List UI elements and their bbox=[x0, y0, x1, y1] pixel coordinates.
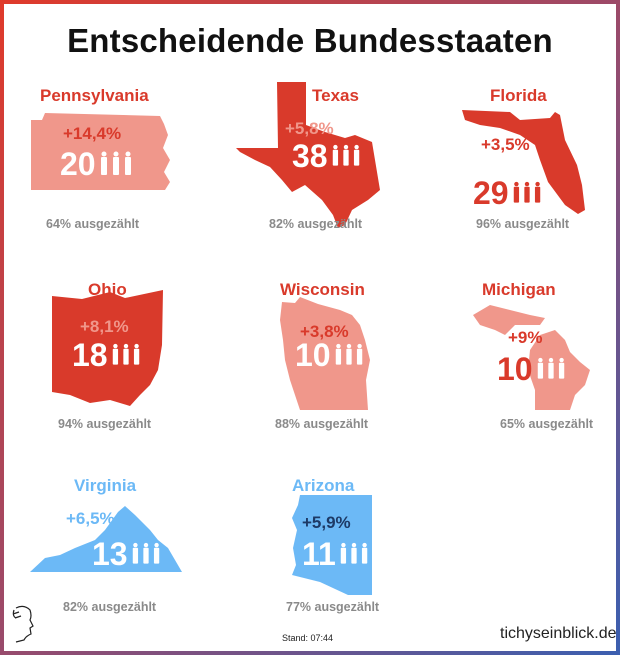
change-texas: +5,8% bbox=[285, 119, 334, 138]
change-pennsylvania: +14,4% bbox=[63, 124, 122, 143]
timestamp: Stand: 07:44 bbox=[282, 633, 334, 643]
electors-texas: 38 bbox=[292, 138, 361, 175]
page-title: Entscheidende Bundesstaaten bbox=[67, 22, 553, 59]
texas-shape bbox=[236, 82, 380, 228]
change-wisconsin: +3,8% bbox=[300, 322, 349, 341]
michigan-shape bbox=[473, 305, 545, 335]
counted-virginia: 82% ausgezählt bbox=[63, 600, 157, 614]
electors-value: 11 bbox=[302, 536, 336, 572]
electors-value: 20 bbox=[60, 146, 96, 182]
pennsylvania-shape bbox=[31, 113, 170, 190]
electors-wisconsin: 10 bbox=[295, 337, 364, 374]
electors-value: 29 bbox=[473, 175, 509, 211]
change-ohio: +8,1% bbox=[80, 317, 129, 336]
arizona-shape bbox=[292, 495, 372, 595]
counted-ohio: 94% ausgezählt bbox=[58, 417, 152, 431]
electors-pennsylvania: 20 bbox=[60, 146, 133, 183]
change-florida: +3,5% bbox=[481, 135, 530, 154]
electors-ohio: 18 bbox=[72, 337, 141, 374]
counted-florida: 96% ausgezählt bbox=[476, 217, 570, 231]
change-virginia: +6,5% bbox=[66, 509, 115, 528]
counted-texas: 82% ausgezählt bbox=[269, 217, 363, 231]
electors-michigan: 10 bbox=[497, 351, 566, 388]
state-name-wisconsin: Wisconsin bbox=[280, 280, 365, 299]
three-people-icon bbox=[131, 536, 161, 573]
brand-url[interactable]: tichyseinblick.de bbox=[500, 625, 617, 642]
counted-michigan: 65% ausgezählt bbox=[500, 417, 594, 431]
change-michigan: +9% bbox=[508, 328, 543, 347]
electors-value: 18 bbox=[72, 337, 108, 373]
three-people-icon bbox=[111, 337, 141, 374]
three-people-icon bbox=[512, 175, 542, 212]
state-name-ohio: Ohio bbox=[88, 280, 127, 299]
three-people-icon bbox=[536, 351, 566, 388]
change-arizona: +5,9% bbox=[302, 513, 351, 532]
electors-value: 13 bbox=[92, 536, 128, 572]
electors-value: 10 bbox=[295, 337, 331, 373]
wisconsin-shape bbox=[280, 297, 370, 410]
state-name-virginia: Virginia bbox=[74, 476, 137, 495]
florida-shape bbox=[462, 110, 585, 214]
electors-virginia: 13 bbox=[92, 536, 161, 573]
state-name-pennsylvania: Pennsylvania bbox=[40, 86, 149, 105]
counted-arizona: 77% ausgezählt bbox=[286, 600, 380, 614]
logo-head-icon bbox=[10, 604, 36, 649]
three-people-icon bbox=[334, 337, 364, 374]
three-people-icon bbox=[99, 146, 133, 183]
electors-value: 10 bbox=[497, 351, 533, 387]
electors-florida: 29 bbox=[473, 175, 542, 212]
counted-wisconsin: 88% ausgezählt bbox=[275, 417, 369, 431]
state-name-texas: Texas bbox=[312, 86, 359, 105]
state-name-arizona: Arizona bbox=[292, 476, 355, 495]
three-people-icon bbox=[331, 138, 361, 175]
three-people-icon bbox=[339, 536, 369, 573]
ohio-shape bbox=[52, 290, 163, 406]
counted-pennsylvania: 64% ausgezählt bbox=[46, 217, 140, 231]
state-name-michigan: Michigan bbox=[482, 280, 556, 299]
electors-arizona: 11 bbox=[302, 536, 369, 573]
state-name-florida: Florida bbox=[490, 86, 547, 105]
electors-value: 38 bbox=[292, 138, 328, 174]
